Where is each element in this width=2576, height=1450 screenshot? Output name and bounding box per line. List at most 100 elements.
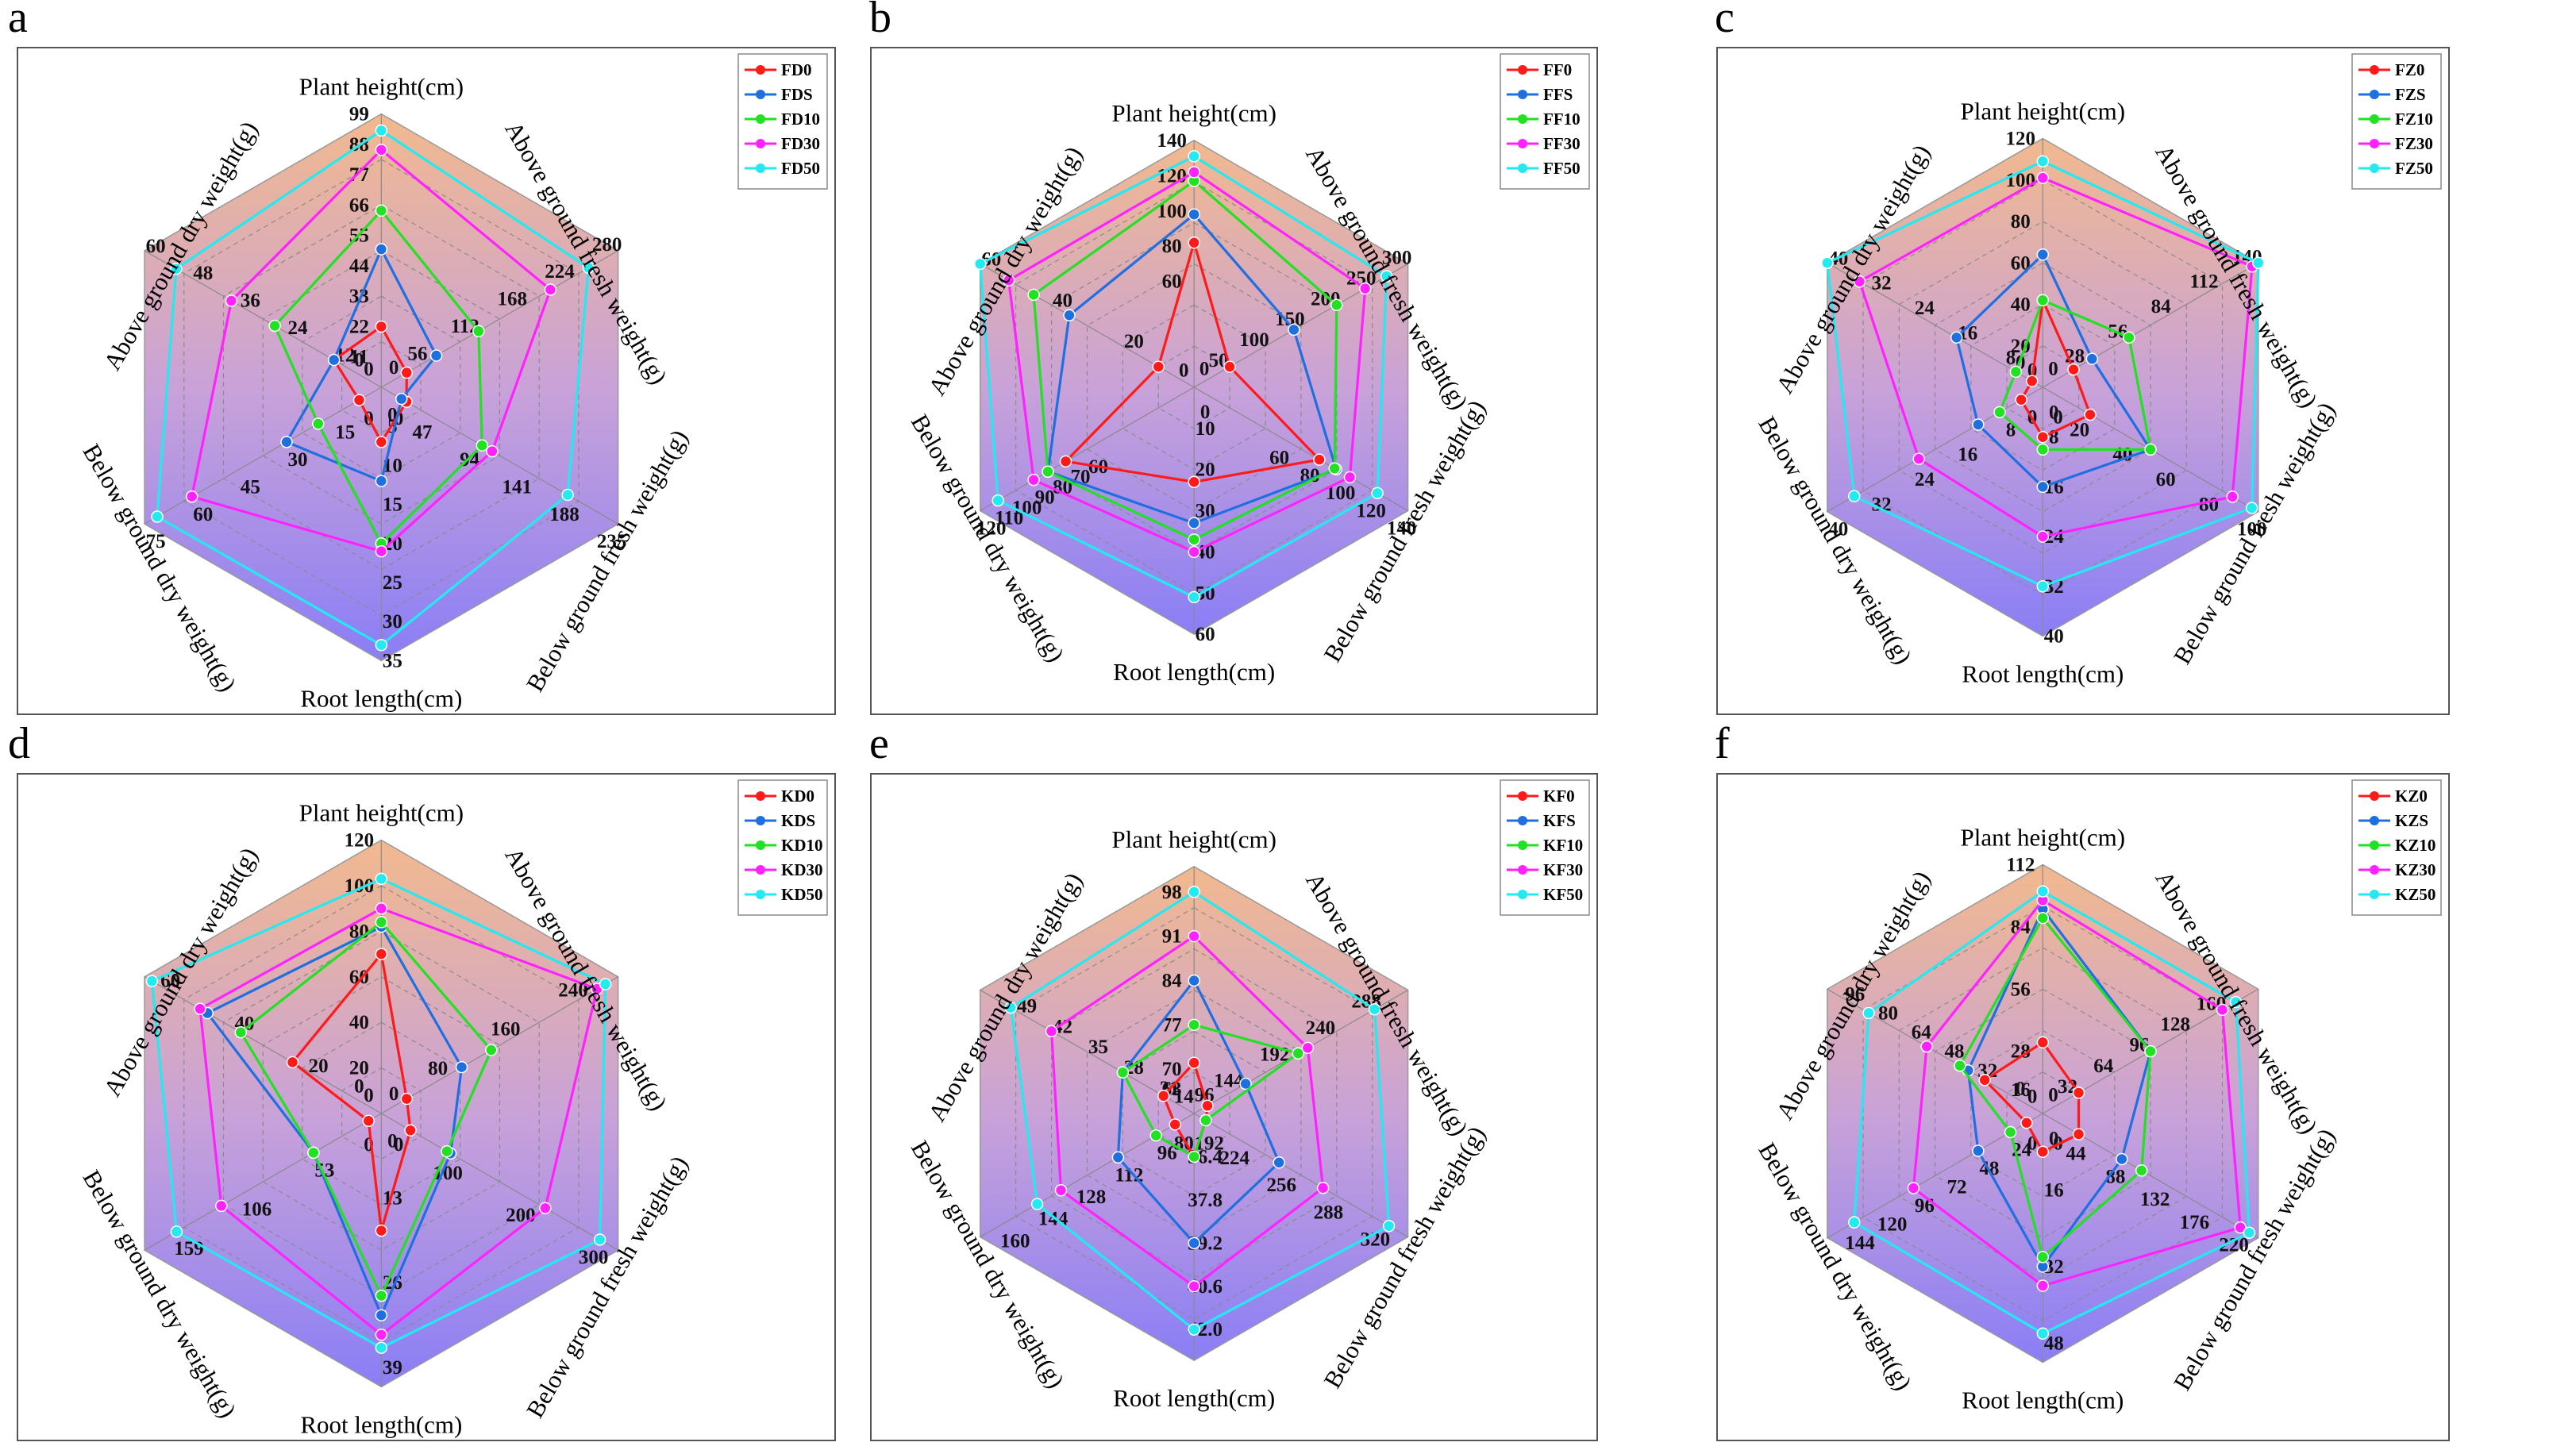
legend-entry: KD0 <box>781 787 814 806</box>
tick-label: 70 <box>1162 1059 1182 1080</box>
tick-label: 112 <box>2189 271 2218 293</box>
series-point-FF0 <box>1059 455 1072 468</box>
legend-marker <box>2370 865 2379 875</box>
legend-marker <box>2370 114 2379 124</box>
tick-label: 0 <box>387 1130 398 1152</box>
legend-marker <box>2370 139 2379 148</box>
tick-label: 91 <box>1162 926 1182 948</box>
tick-label: 96 <box>1915 1195 1935 1217</box>
legend-box <box>2351 779 2442 916</box>
tick-label: 80 <box>428 1058 448 1079</box>
series-point-FF30 <box>1002 274 1015 287</box>
series-point-FD30 <box>486 444 499 458</box>
series-point-KF50 <box>1188 886 1200 898</box>
tick-label: 159 <box>174 1238 204 1260</box>
tick-label: 100 <box>1239 329 1269 351</box>
series-point-FFS <box>1063 309 1076 322</box>
legend-marker <box>2370 65 2379 75</box>
series-point-FF10 <box>1042 465 1054 479</box>
series-point-FZ0 <box>2025 375 2039 387</box>
series-point-KF30 <box>1316 1182 1330 1194</box>
tick-label: 140 <box>1387 518 1417 540</box>
tick-label: 0 <box>394 1134 404 1156</box>
series-point-KD50 <box>599 978 612 990</box>
series-point-KZ50 <box>2036 885 2050 898</box>
series-point-KZS <box>2116 1152 2128 1166</box>
series-point-FDS <box>327 353 341 367</box>
tick-label: 100 <box>2006 170 2036 191</box>
series-point-FZ10 <box>2144 443 2157 456</box>
tick-label: 60 <box>349 967 369 988</box>
tick-label: 77 <box>349 164 369 186</box>
series-point-KD50 <box>375 1341 388 1354</box>
tick-label: 15 <box>335 421 355 443</box>
series-point-KZ0 <box>1978 1074 1991 1087</box>
tick-label: 24 <box>1915 469 1935 490</box>
axis-label: Root length(cm) <box>300 1410 462 1438</box>
radar-panel-d: d020406080100120080160240010020030001326… <box>8 719 836 1441</box>
series-point-FD10 <box>472 325 485 338</box>
panel-frame <box>1716 47 2450 715</box>
series-point-FFS <box>1188 517 1200 529</box>
series-point-KF30 <box>1301 1041 1315 1055</box>
radar-spoke <box>1193 1113 1408 1238</box>
tick-label: 48 <box>193 263 213 284</box>
tick-label: 75 <box>146 531 166 552</box>
tick-label: 300 <box>1382 247 1412 268</box>
series-point-KZ30 <box>2216 1003 2229 1017</box>
series-point-FZ10 <box>2123 331 2135 344</box>
series-point-FF0 <box>1152 360 1165 373</box>
series-point-FZ50 <box>2036 155 2050 168</box>
tick-label: 106 <box>242 1199 272 1221</box>
series-point-KD0 <box>286 1056 299 1069</box>
tick-label: 84 <box>2151 296 2172 317</box>
axis-label: Root length(cm) <box>1962 1386 2124 1413</box>
series-point-KZ10 <box>2036 911 2050 925</box>
tick-label: 32 <box>1872 273 1892 294</box>
series-point-FD10 <box>476 439 489 452</box>
series-point-FD10 <box>375 204 388 217</box>
series-point-KF0 <box>1157 1090 1170 1102</box>
legend-entry: KZ30 <box>2395 860 2435 879</box>
series-point-KD30 <box>375 902 388 915</box>
series-point-FZ30 <box>2226 490 2239 503</box>
series-point-KF50 <box>1188 1323 1200 1336</box>
series-point-KFS <box>1111 1151 1125 1164</box>
series-point-FF50 <box>1188 590 1200 604</box>
tick-label: 0 <box>2049 402 2059 423</box>
legend-marker <box>2370 816 2379 825</box>
tick-label: 120 <box>345 830 375 852</box>
series-point-KF50 <box>1382 1219 1396 1233</box>
radar-spoke <box>381 387 618 525</box>
tick-label: 40 <box>2011 294 2031 316</box>
legend-entry: FD10 <box>781 110 820 129</box>
series-point-FF0 <box>1313 453 1326 466</box>
legend-marker <box>756 163 765 173</box>
legend-entry: KDS <box>781 811 815 830</box>
tick-label: 40 <box>349 1012 369 1033</box>
legend-marker <box>2370 791 2379 801</box>
legend-marker <box>756 890 765 899</box>
legend-entry: KD50 <box>781 885 823 904</box>
series-point-FDS <box>375 243 388 256</box>
legend-marker <box>1518 114 1527 124</box>
series-point-FZ50 <box>2036 580 2050 593</box>
tick-label: 0 <box>389 357 399 379</box>
axis-label: Root length(cm) <box>1113 658 1275 686</box>
series-point-FD30 <box>185 490 198 503</box>
panel-label: d <box>8 719 30 768</box>
legend-box <box>737 779 828 916</box>
series-point-KD0 <box>362 1114 375 1128</box>
series-point-FFS <box>1188 208 1200 221</box>
tick-label: 72 <box>1947 1177 1967 1198</box>
tick-label: 60 <box>146 236 166 257</box>
series-point-FZ50 <box>2252 256 2265 270</box>
tick-label: 80 <box>2011 211 2031 233</box>
legend-entry: FFS <box>1543 85 1573 104</box>
series-point-KF50 <box>1004 1001 1017 1014</box>
legend-entry: FZ10 <box>2395 110 2433 129</box>
legend-entry: FD0 <box>781 60 812 79</box>
series-point-KF30 <box>1188 1280 1200 1293</box>
tick-label: 0 <box>2016 1079 2026 1100</box>
